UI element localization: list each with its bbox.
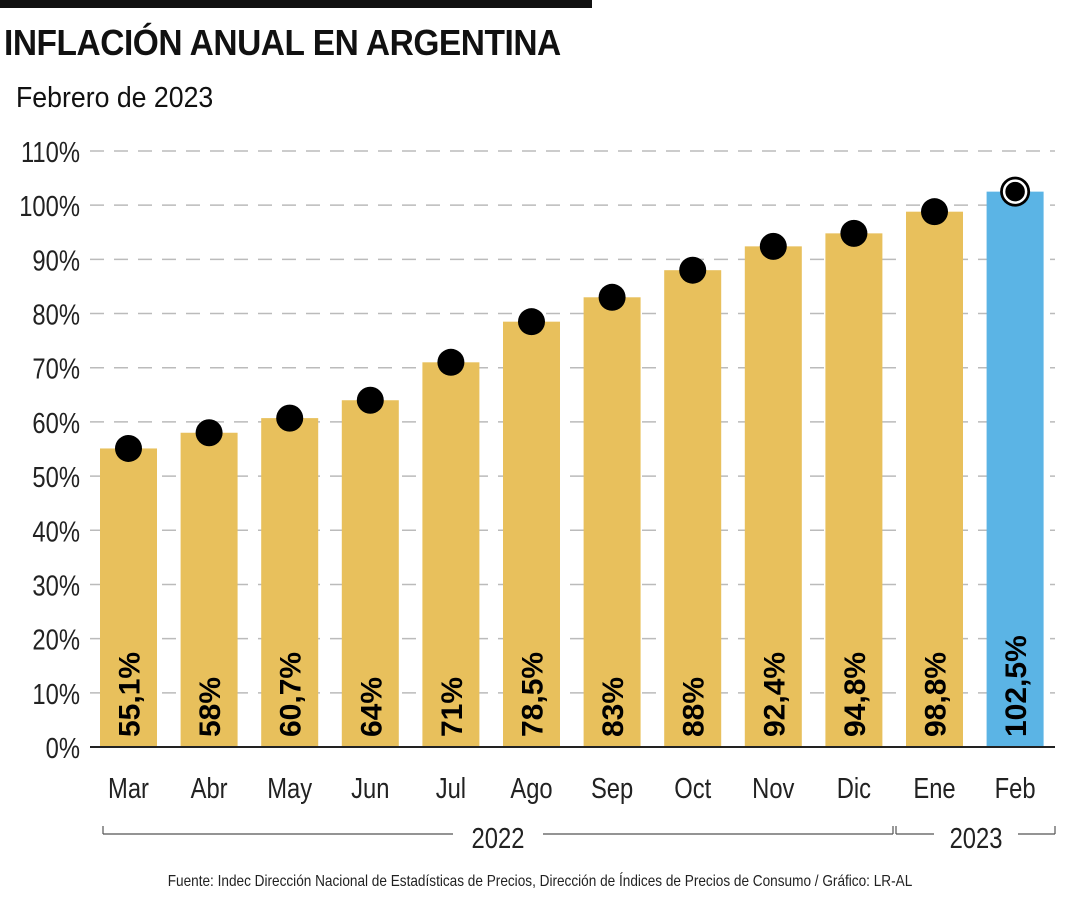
y-tick-label: 60% [32, 407, 80, 440]
top-rule [0, 0, 592, 8]
data-label: 94,8% [839, 652, 872, 737]
y-tick-label: 30% [32, 569, 80, 602]
y-tick-label: 100% [19, 190, 80, 223]
bar-jul [422, 362, 480, 747]
y-tick-label: 40% [32, 515, 80, 548]
year-label: 2022 [472, 822, 525, 855]
data-label: 60,7% [275, 652, 308, 737]
year-group-2023: 2023 [895, 822, 1056, 855]
dot-marker [115, 434, 142, 462]
highlight-dot-ring [1002, 179, 1028, 204]
data-label: 83% [597, 677, 630, 737]
y-tick-label: 110% [21, 136, 80, 169]
y-tick-label: 70% [32, 352, 80, 385]
x-axis-ticks: Mar Abr May Jun Jul Ago Sep Oct Nov Dic Ene Feb [108, 772, 1036, 805]
x-tick-label: Feb [995, 772, 1036, 805]
data-label: 71% [436, 677, 469, 737]
data-label: 92,4% [758, 652, 791, 737]
dot-marker [921, 198, 948, 226]
x-tick-label: Sep [591, 772, 633, 805]
dot-marker [356, 386, 384, 414]
x-tick-label: Ene [913, 772, 955, 805]
dot-marker [840, 219, 868, 247]
dot-marker [518, 308, 545, 336]
bar-nov [744, 246, 802, 748]
gridlines [90, 150, 1055, 694]
x-tick-label: May [267, 772, 313, 805]
x-tick-label: Ago [510, 772, 552, 805]
data-labels: 55,1% 58% 60,7% 64% 71% 78,5% 83% 88% 92,4% 94,8%… [114, 635, 1034, 737]
dot-marker [276, 404, 304, 432]
x-tick-label: Abr [191, 772, 228, 805]
data-label: 55,1% [114, 652, 147, 737]
data-label: 58% [194, 677, 227, 737]
y-tick-label: 90% [32, 244, 80, 277]
year-label: 2023 [950, 822, 1003, 855]
y-tick-label: 0% [46, 732, 80, 765]
dot-marker [437, 348, 465, 376]
bar-may [261, 418, 319, 747]
data-label: 88% [678, 677, 711, 737]
dot-markers [115, 176, 1031, 462]
data-label: 98,8% [920, 652, 953, 737]
x-tick-label: Jun [351, 772, 389, 805]
y-tick-label: 20% [32, 623, 80, 656]
y-tick-label: 10% [32, 678, 80, 711]
x-tick-label: Jul [436, 772, 466, 805]
chart-title: INFLACIÓN ANUAL EN ARGENTINA [4, 22, 561, 63]
bar-ene [906, 211, 963, 747]
bar-mar [100, 448, 157, 747]
x-tick-label: Dic [837, 772, 871, 805]
dot-marker [759, 232, 787, 260]
chart-subtitle: Febrero de 2023 [16, 82, 214, 114]
bar-ago [503, 321, 560, 747]
data-label: 78,5% [517, 652, 550, 737]
y-tick-label: 80% [32, 298, 80, 331]
dot-marker [679, 256, 707, 284]
x-tick-label: Mar [108, 772, 149, 805]
bars [100, 191, 1044, 748]
bar-jun [341, 400, 399, 747]
bar-sep [583, 297, 641, 747]
bar-chart: 0% 10% 20% 30% 40% 50% 60% 70% 80% 90% 100% 110% 55… [19, 136, 1056, 855]
data-label: 102,5% [1000, 635, 1033, 737]
dot-marker [598, 283, 626, 311]
y-tick-label: 50% [32, 461, 80, 494]
bar-dic [825, 233, 883, 747]
x-tick-label: Oct [674, 772, 712, 805]
year-groups: 2022 2023 [102, 822, 1056, 855]
y-axis-ticks: 0% 10% 20% 30% 40% 50% 60% 70% 80% 90% 100% 110% [19, 136, 80, 765]
year-group-2022: 2022 [102, 822, 894, 855]
source-note: Fuente: Indec Dirección Nacional de Esta… [167, 873, 913, 890]
data-label: 64% [355, 677, 388, 737]
bar-oct [664, 270, 722, 747]
bar-abr [180, 432, 238, 747]
x-tick-label: Nov [752, 772, 795, 805]
dot-marker [195, 419, 223, 447]
bar-feb [986, 191, 1044, 748]
